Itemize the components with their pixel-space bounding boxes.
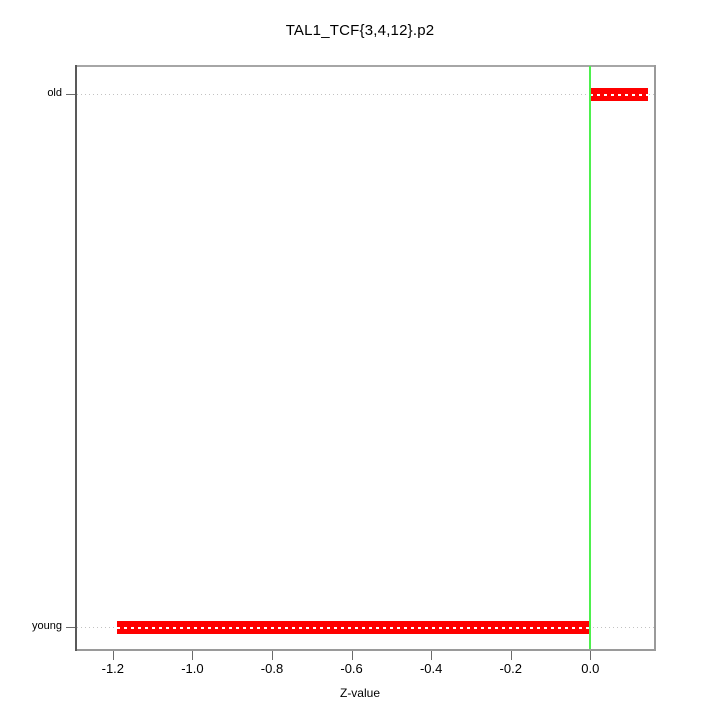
x-axis-tick bbox=[271, 651, 273, 660]
y-axis-tick bbox=[66, 627, 75, 628]
chart-title: TAL1_TCF{3,4,12}.p2 bbox=[285, 22, 435, 39]
bar-old bbox=[590, 88, 649, 101]
x-axis-tick-label: -0.4 bbox=[419, 661, 443, 676]
x-axis-tick bbox=[590, 651, 592, 660]
x-axis-tick-label: -0.6 bbox=[340, 661, 363, 676]
plot-border-bottom bbox=[75, 649, 656, 651]
x-axis-tick-label: -0.2 bbox=[499, 661, 522, 676]
y-axis-tick bbox=[66, 94, 75, 95]
x-axis-tick bbox=[510, 651, 512, 660]
x-axis-tick bbox=[351, 651, 353, 660]
x-axis-tick bbox=[431, 651, 433, 660]
y-axis-tick-label: young bbox=[32, 620, 62, 632]
x-axis-tick-label: 0.0 bbox=[581, 661, 600, 676]
gridline bbox=[77, 94, 654, 95]
x-axis-tick-label: -1.0 bbox=[181, 661, 204, 676]
bar-young bbox=[116, 621, 591, 634]
plot-area bbox=[75, 65, 655, 650]
plot-border-left bbox=[75, 65, 77, 651]
x-axis-tick bbox=[192, 651, 194, 660]
x-axis-tick-label: -1.2 bbox=[101, 661, 125, 676]
plot-border-top bbox=[75, 65, 656, 67]
zero-reference-line bbox=[589, 66, 592, 649]
x-axis-tick-label: -0.8 bbox=[260, 661, 284, 676]
y-axis-tick-label: old bbox=[47, 87, 62, 99]
bar-pattern bbox=[590, 93, 649, 96]
x-axis-tick bbox=[112, 651, 114, 660]
bar-pattern bbox=[116, 626, 591, 629]
x-axis-title: Z-value bbox=[339, 686, 380, 700]
plot-border-right bbox=[654, 65, 656, 651]
